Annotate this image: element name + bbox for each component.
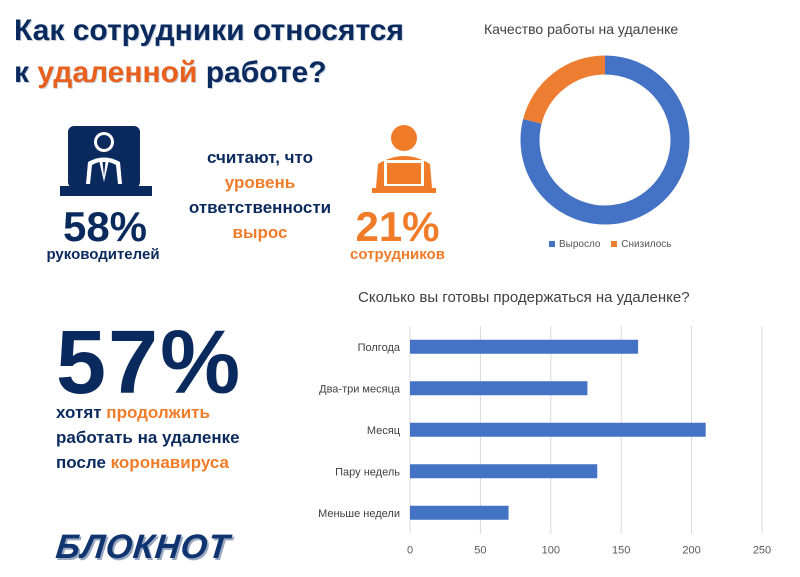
stay-remote-line-1: хотят продолжить bbox=[56, 400, 240, 425]
employee-laptop-icon bbox=[372, 125, 436, 193]
bar-chart: 0 50 100 150 200 250 Полгода Два-три месяца Меся… bbox=[318, 326, 771, 557]
managers-label: руководителей bbox=[46, 246, 160, 263]
bar-4 bbox=[410, 505, 509, 520]
donut-slice-1 bbox=[523, 55, 606, 125]
x-tick-label-0: 0 bbox=[407, 545, 413, 557]
employees-percent: 21% bbox=[355, 203, 440, 250]
stay-remote-line-3: после коронавируса bbox=[56, 450, 240, 475]
donut-legend: Выросло Снизилось bbox=[549, 239, 672, 250]
middle-statement: считают, что уровень ответственности выр… bbox=[165, 145, 355, 245]
x-tick-label-4: 200 bbox=[682, 545, 700, 557]
bar-0 bbox=[410, 339, 639, 354]
legend-item-decreased: Снизилось bbox=[611, 239, 672, 250]
bar-3 bbox=[410, 464, 598, 479]
bar-chart-title: Сколько вы готовы продержаться на удален… bbox=[358, 289, 690, 306]
middle-line-1: считают, что bbox=[206, 148, 314, 167]
stay-remote-percent: 57% bbox=[56, 313, 243, 413]
managers-percent: 58% bbox=[62, 203, 148, 250]
stay-remote-line-1a: хотят bbox=[56, 403, 107, 422]
title-suffix: работе? bbox=[197, 56, 327, 89]
legend-item-grew: Выросло bbox=[549, 239, 601, 250]
title-line-2: к удаленной работе? bbox=[14, 52, 404, 94]
middle-line-4: вырос bbox=[232, 223, 288, 242]
stay-remote-text: хотят продолжить работать на удаленке по… bbox=[56, 400, 240, 475]
legend-label-decreased: Снизилось bbox=[621, 239, 672, 250]
stay-remote-line-3b: коронавируса bbox=[110, 453, 230, 472]
stay-remote-line-1b: продолжить bbox=[106, 403, 210, 422]
x-tick-label-1: 50 bbox=[474, 545, 486, 557]
middle-line-3: ответственности bbox=[188, 198, 332, 217]
donut-chart bbox=[520, 55, 690, 225]
category-label-0: Полгода bbox=[358, 342, 401, 354]
category-label-1: Два-три месяца bbox=[319, 383, 401, 395]
category-label-2: Месяц bbox=[367, 425, 401, 437]
title-accent: удаленной bbox=[37, 56, 198, 89]
x-tick-label-3: 150 bbox=[612, 545, 630, 557]
bar-1 bbox=[410, 381, 588, 396]
category-label-3: Пару недель bbox=[335, 466, 400, 478]
category-label-4: Меньше недели bbox=[318, 508, 400, 520]
legend-label-grew: Выросло bbox=[559, 239, 601, 250]
x-tick-label-2: 100 bbox=[542, 545, 560, 557]
manager-icon bbox=[60, 126, 152, 196]
x-tick-label-5: 250 bbox=[753, 545, 771, 557]
title-line-1: Как сотрудники относятся bbox=[14, 14, 404, 47]
middle-line-2: уровень bbox=[224, 173, 296, 192]
bloknot-logo: БЛОКНОТ bbox=[54, 528, 232, 566]
stay-remote-line-3a: после bbox=[56, 453, 111, 472]
page-title: Как сотрудники относятся к удаленной раб… bbox=[14, 10, 404, 94]
title-prefix: к bbox=[14, 56, 38, 89]
stay-remote-line-2: работать на удаленке bbox=[56, 428, 240, 447]
donut-chart-title: Качество работы на удаленке bbox=[484, 21, 679, 37]
employees-label: сотрудников bbox=[350, 246, 445, 263]
bar-2 bbox=[410, 422, 706, 437]
donut-slice-0 bbox=[520, 55, 690, 225]
